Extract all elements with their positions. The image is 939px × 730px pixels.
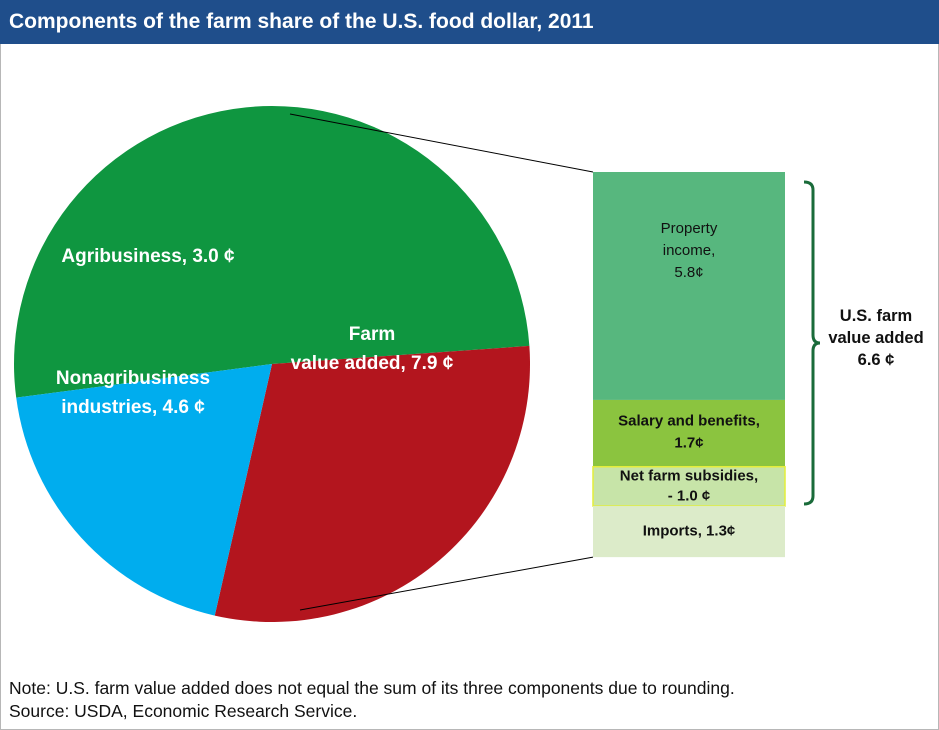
chart-footer: Note: U.S. farm value added does not equ…	[9, 677, 735, 723]
bar-segment	[593, 172, 785, 400]
chart-title: Components of the farm share of the U.S.…	[0, 0, 939, 44]
stacked-bar: Property income, 5.8¢ Salary and benefits, 1…	[592, 172, 786, 558]
chart-canvas: Farm value added, 7.9 ¢ Nonagribusiness ind…	[14, 106, 924, 623]
bar-segment-label: Property income, 5.8¢	[661, 220, 718, 281]
farm-value-bracket: U.S. farm value added 6.6 ¢	[803, 180, 924, 506]
chart-note: Note: U.S. farm value added does not equ…	[9, 678, 735, 698]
connector-line-bottom	[299, 556, 594, 611]
pie-to-bar-connectors	[289, 113, 594, 611]
chart-source: Source: USDA, Economic Research Service.	[9, 701, 358, 721]
pie-slice	[214, 345, 531, 623]
pie-chart: Farm value added, 7.9 ¢ Nonagribusiness ind…	[14, 106, 531, 623]
bar-segment	[593, 506, 785, 558]
pie-slice	[16, 364, 273, 616]
bar-segment-label: Imports, 1.3¢	[643, 523, 736, 540]
pie-slice-label: Farm value added, 7.9 ¢	[291, 324, 454, 374]
bracket-label: U.S. farm value added 6.6 ¢	[828, 307, 923, 369]
bracket-shape	[803, 180, 821, 506]
pie-slice-label: Nonagribusiness industries, 4.6 ¢	[56, 368, 210, 418]
pie-slice	[14, 106, 530, 398]
pie-slice-label: Agribusiness, 3.0 ¢	[61, 246, 235, 267]
bar-segment-label: Salary and benefits, 1.7¢	[618, 412, 760, 451]
bar-segment	[593, 399, 785, 467]
bar-segment-label: Net farm subsidies, - 1.0 ¢	[620, 468, 758, 505]
connector-line-top	[289, 113, 594, 173]
